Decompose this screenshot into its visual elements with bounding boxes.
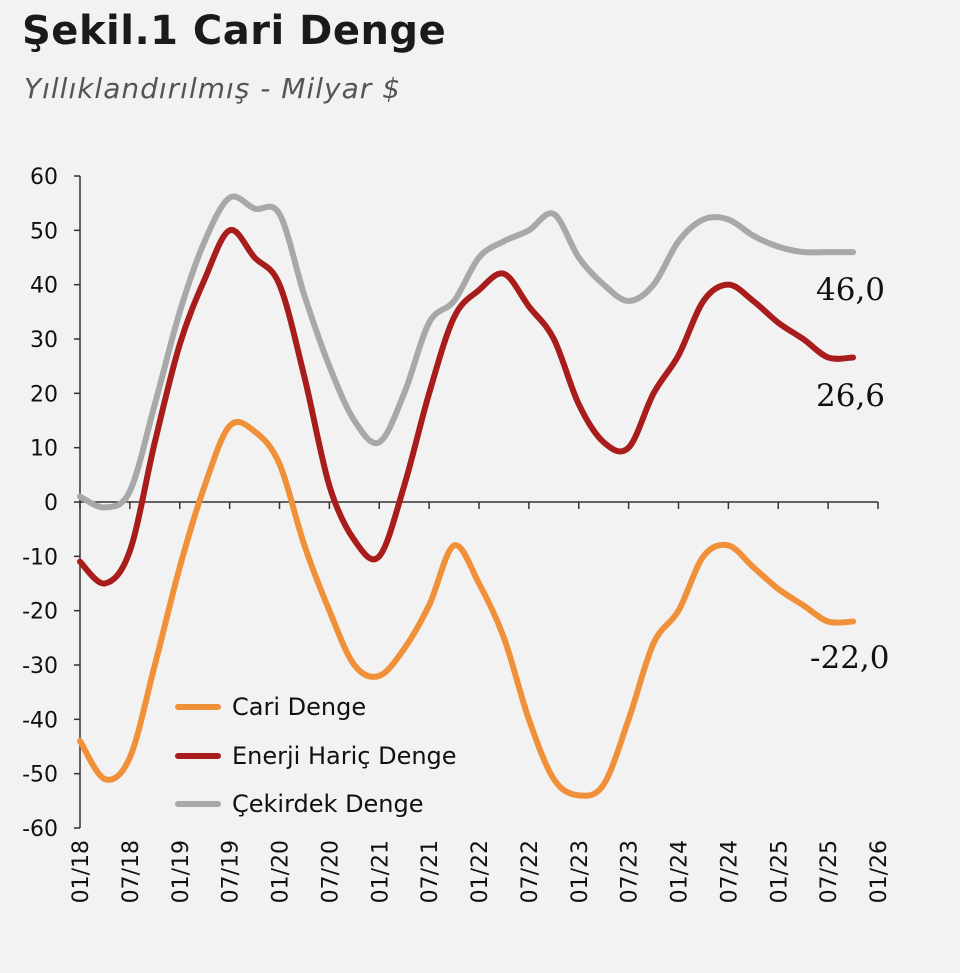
y-tick-label: -50 xyxy=(22,763,58,788)
series-line-0 xyxy=(77,419,857,799)
y-tick-label: -60 xyxy=(22,817,58,842)
chart-title: Şekil.1 Cari Denge xyxy=(22,8,447,54)
x-tick-label: 01/18 xyxy=(69,840,94,903)
end-labels: 46,0 26,6 -22,0 xyxy=(810,272,890,676)
x-tick-label: 01/21 xyxy=(368,840,393,903)
x-tick-label: 07/20 xyxy=(318,840,343,903)
x-tick-label: 07/24 xyxy=(717,840,742,903)
chart-series xyxy=(77,193,857,799)
x-tick-label: 07/21 xyxy=(418,840,443,903)
chart-axes: 60 50 40 30 20 10 0 -10 -20 -30 -40 -50 -60 01/18 07/1… xyxy=(22,165,892,903)
series-line-1 xyxy=(77,227,857,587)
y-tick-label: -40 xyxy=(22,708,58,733)
chart-subtitle: Yıllıklandırılmış - Milyar $ xyxy=(24,72,401,105)
x-tick-label: 01/19 xyxy=(169,840,194,903)
x-tick-label: 01/26 xyxy=(867,840,892,903)
y-tick-label: -20 xyxy=(22,600,58,625)
x-tick-label: 07/18 xyxy=(119,840,144,903)
x-tick-label: 01/23 xyxy=(568,840,593,903)
y-tick-label: -10 xyxy=(22,545,58,570)
x-tick-label: 07/22 xyxy=(518,840,543,903)
x-tick-label: 01/24 xyxy=(668,840,693,903)
legend-label: Enerji Hariç Denge xyxy=(232,742,457,770)
x-tick-label: 07/23 xyxy=(618,840,643,903)
x-tick-label: 07/25 xyxy=(817,840,842,903)
y-tick-label: 30 xyxy=(30,328,58,353)
series-line-2 xyxy=(77,193,857,511)
end-value-label: 26,6 xyxy=(816,378,885,414)
x-tick-label: 01/22 xyxy=(468,840,493,903)
end-value-label: -22,0 xyxy=(810,640,890,676)
x-tick-label: 07/19 xyxy=(219,840,244,903)
y-tick-label: 20 xyxy=(30,382,58,407)
end-value-label: 46,0 xyxy=(816,272,885,308)
y-tick-label: 0 xyxy=(44,491,58,516)
x-tick-label: 01/20 xyxy=(269,840,294,903)
chart-legend: Cari Denge Enerji Hariç Denge Çekirdek Den… xyxy=(175,693,457,818)
y-tick-label: -30 xyxy=(22,654,58,679)
legend-label: Cari Denge xyxy=(232,693,366,721)
y-tick-label: 40 xyxy=(30,274,58,299)
legend-label: Çekirdek Denge xyxy=(232,790,424,818)
y-tick-label: 50 xyxy=(30,219,58,244)
y-tick-label: 60 xyxy=(30,165,58,190)
x-tick-label: 01/25 xyxy=(767,840,792,903)
y-tick-label: 10 xyxy=(30,437,58,462)
